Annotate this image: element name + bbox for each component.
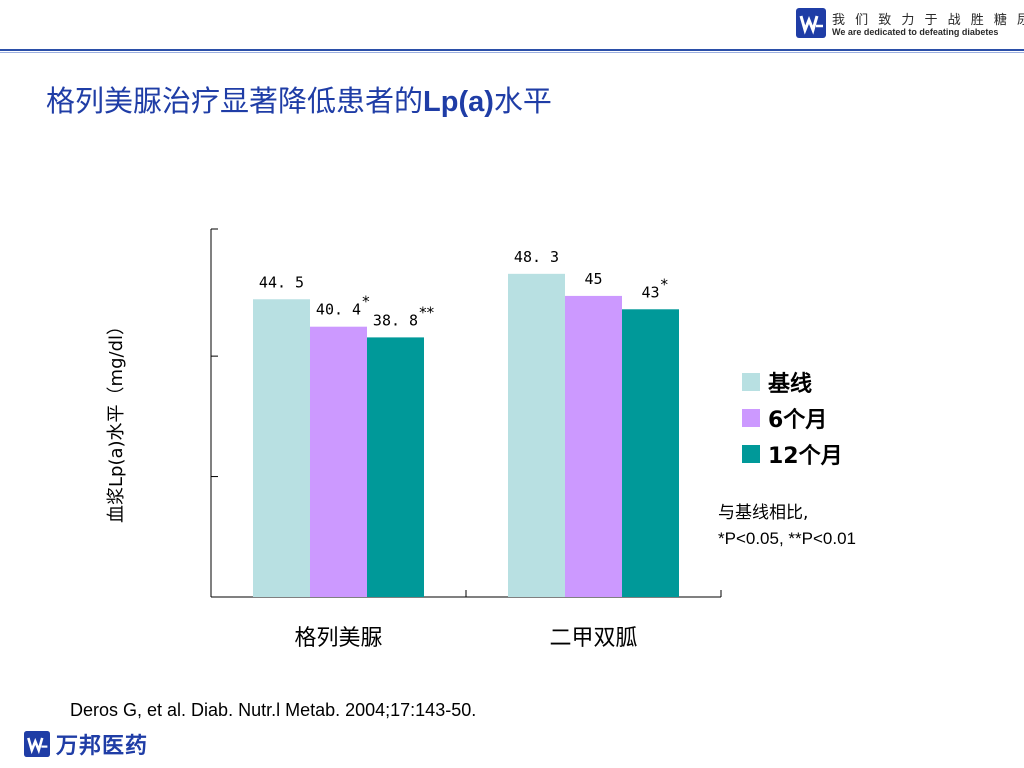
page-title-bold: Lp(a) [423, 86, 494, 118]
page-title-suffix: 水平 [493, 84, 552, 118]
legend-item-12-months: 12个月 [742, 436, 843, 472]
data-label: 38. 8 [373, 311, 418, 329]
legend-label-baseline: 基线 [768, 372, 813, 397]
wanbang-logo-icon [796, 8, 826, 38]
citation: Deros G, et al. Diab. Nutr.l Metab. 2004… [70, 700, 477, 720]
data-label: 44. 5 [259, 273, 304, 291]
bar [508, 273, 565, 597]
wanbang-logo-icon [24, 731, 50, 757]
data-label: 40. 4 [316, 301, 361, 319]
header-slogan-en: We are dedicated to defeating diabetes [832, 27, 999, 37]
significance-note-line2: *P<0.05, **P<0.01 [718, 529, 857, 548]
significance-note: 与基线相比, *P<0.05, **P<0.01 [718, 500, 856, 552]
footer-logo: 万邦医药 [24, 728, 148, 760]
significance-note-line1: 与基线相比, [718, 503, 809, 523]
bar [367, 337, 424, 597]
data-label: 48. 3 [514, 248, 559, 266]
legend: 基线 6个月 12个月 [742, 364, 843, 472]
bar [622, 309, 679, 597]
legend-label-12-months: 12个月 [768, 444, 843, 469]
legend-item-6-months: 6个月 [742, 400, 843, 436]
bar [253, 299, 310, 597]
bar [565, 295, 622, 597]
page-title-prefix: 格列美脲治疗显著降低患者的 [46, 84, 424, 118]
header-slogan-cn: 我 们 致 力 于 战 胜 糖 尿 病 [832, 13, 1024, 28]
legend-swatch-baseline [742, 373, 760, 391]
significance-marker: ** [419, 303, 435, 321]
header-divider-light [0, 52, 1024, 53]
header-logo: 我 们 致 力 于 战 胜 糖 尿 病 We are dedicated to … [796, 8, 1024, 44]
legend-swatch-6-months [742, 409, 760, 427]
legend-label-6-months: 6个月 [768, 408, 828, 433]
significance-marker: * [362, 293, 370, 311]
footer-company-name: 万邦医药 [56, 734, 149, 759]
x-tick-label: 二甲双胍 [549, 626, 637, 651]
significance-marker: * [661, 275, 669, 293]
y-axis-label: 血浆Lp(a)水平（mg/dl） [106, 317, 127, 523]
header-divider [0, 49, 1024, 51]
page-title: 格列美脲治疗显著降低患者的Lp(a)水平 [46, 78, 552, 120]
x-tick-label: 格列美脲 [294, 626, 382, 651]
data-label: 45 [584, 270, 602, 288]
legend-item-baseline: 基线 [742, 364, 843, 400]
bar [310, 326, 367, 597]
data-label: 43 [641, 283, 659, 301]
legend-swatch-12-months [742, 445, 760, 463]
